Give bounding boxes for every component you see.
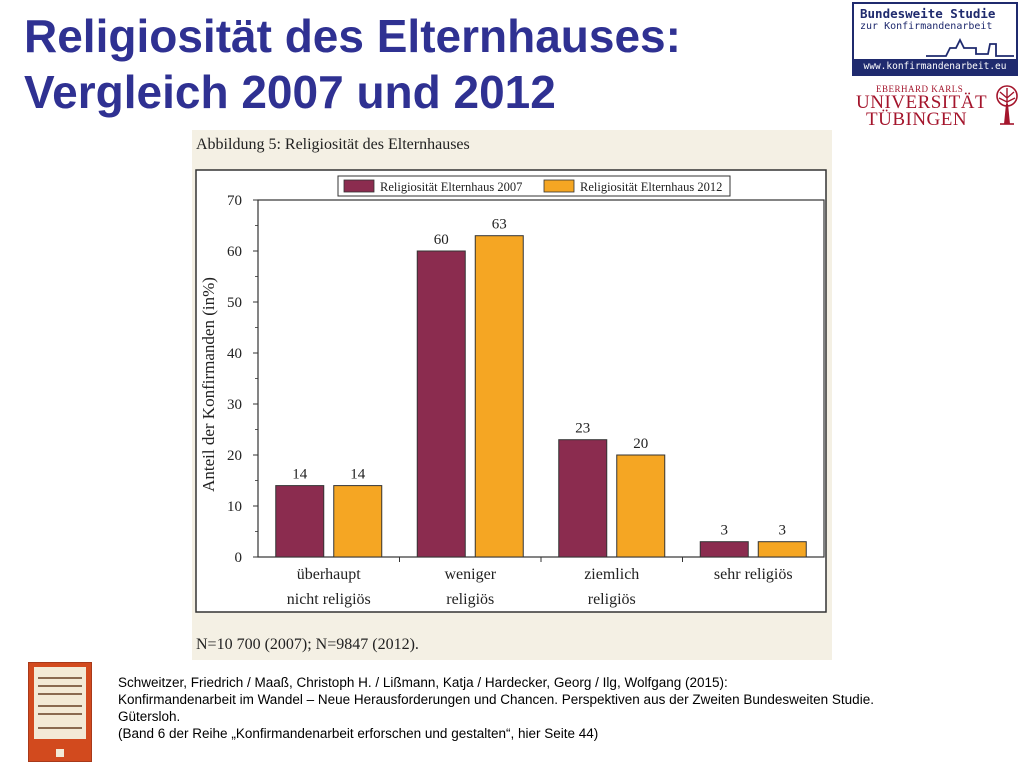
y-tick-label: 0 (235, 550, 243, 566)
citation-line1: Schweitzer, Friedrich / Maaß, Christoph … (118, 675, 728, 690)
legend-label-2: Religiosität Elternhaus 2012 (580, 180, 722, 194)
logo-uni-line2: TÜBINGEN (866, 109, 968, 130)
x-tick-label: ziemlich (584, 566, 639, 583)
x-tick-label: weniger (444, 566, 496, 583)
logo-uni-line1: UNIVERSITÄT (856, 92, 988, 113)
bar-1-2 (416, 250, 466, 558)
bar-2-2 (474, 235, 524, 558)
bar-1-4 (699, 541, 749, 558)
y-tick-label: 50 (227, 295, 242, 311)
citation-line4: (Band 6 der Reihe „Konfirmandenarbeit er… (118, 726, 599, 741)
bar-1-1 (275, 485, 325, 558)
data-label-1-1: 14 (292, 467, 308, 483)
bundesweite-studie-logo: Bundesweite Studie zur Konfirmandenarbei… (852, 2, 1018, 76)
y-tick-label: 40 (227, 346, 242, 362)
y-tick-label: 60 (227, 244, 242, 260)
logo-bws-url: www.konfirmandenarbeit.eu (854, 59, 1016, 74)
y-tick-label: 70 (227, 193, 242, 209)
x-tick-label: religiös (588, 591, 636, 608)
data-label-2-2: 63 (492, 217, 507, 233)
book-cover-image (28, 662, 92, 762)
bar-2-3 (616, 454, 666, 558)
bar-2-1 (333, 485, 383, 558)
logo-uni-small: EBERHARD KARLS (876, 84, 964, 94)
bar-chart: 0 10 20 30 40 50 60 70 Anteil der Konfirmanden (… (195, 169, 827, 613)
chart-figure: Abbildung 5: Religiosität des Elternhaus… (192, 130, 832, 660)
legend-swatch-1 (343, 179, 375, 193)
figure-caption: Abbildung 5: Religiosität des Elternhaus… (196, 136, 470, 153)
citation-line3: Gütersloh. (118, 709, 181, 724)
legend-box (337, 175, 731, 197)
data-label-2-3: 20 (633, 436, 648, 452)
figure-note: N=10 700 (2007); N=9847 (2012). (196, 636, 419, 653)
data-label-1-4: 3 (721, 523, 729, 539)
slide-title-line1: Religiosität des Elternhauses: (24, 10, 681, 62)
x-tick-label: nicht religiös (287, 591, 371, 608)
y-tick-label: 20 (227, 448, 242, 464)
x-tick-label: religiös (446, 591, 494, 608)
data-label-1-2: 60 (434, 232, 449, 248)
citation-line2: Konfirmandenarbeit im Wandel – Neue Hera… (118, 692, 874, 707)
data-label-2-4: 3 (779, 523, 787, 539)
citation: Schweitzer, Friedrich / Maaß, Christoph … (118, 674, 1018, 742)
palm-tree-seal-icon (996, 85, 1018, 125)
y-tick-label: 10 (227, 499, 242, 515)
universitaet-tuebingen-logo: EBERHARD KARLS UNIVERSITÄT TÜBINGEN (852, 82, 1022, 132)
x-tick-label: sehr religiös (714, 566, 793, 583)
slide-title: Religiosität des Elternhauses: Vergleich… (24, 8, 824, 120)
y-tick-label: 30 (227, 397, 242, 413)
bar-2-4 (757, 541, 807, 558)
logo-bws-subtitle: zur Konfirmandenarbeit (860, 21, 993, 32)
x-tick-label: überhaupt (297, 566, 362, 583)
legend-label-1: Religiosität Elternhaus 2007 (380, 180, 522, 194)
logo-bws-title: Bundesweite Studie (860, 6, 996, 21)
y-axis-label: Anteil der Konfirmanden (in%) (199, 277, 218, 492)
slide-title-line2: Vergleich 2007 und 2012 (24, 66, 556, 118)
data-label-1-3: 23 (575, 421, 590, 437)
legend-swatch-2 (543, 179, 575, 193)
church-mark-icon (926, 37, 1014, 57)
bar-1-3 (558, 439, 608, 558)
data-label-2-1: 14 (350, 467, 366, 483)
